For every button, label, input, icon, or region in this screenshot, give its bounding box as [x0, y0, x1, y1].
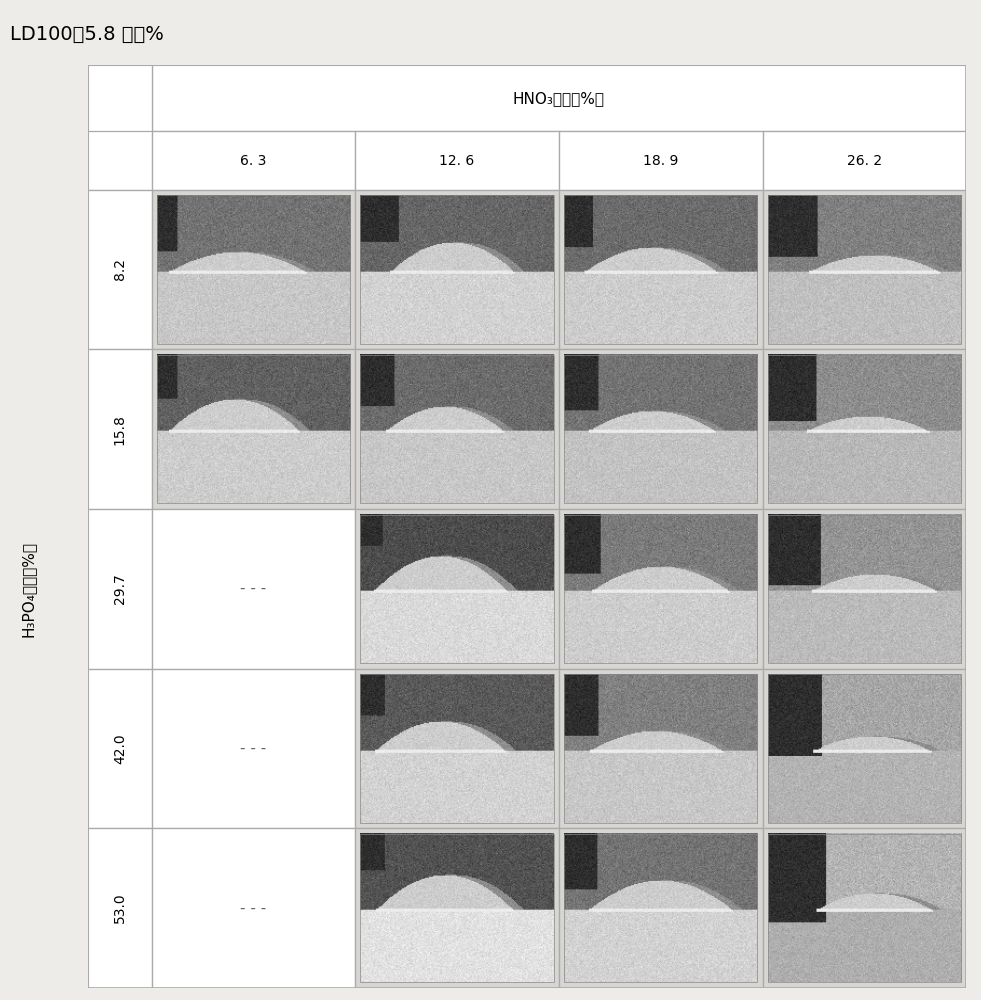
Bar — [768, 355, 961, 503]
Bar — [355, 828, 559, 988]
Bar — [559, 190, 762, 349]
Bar — [559, 828, 762, 988]
Bar — [768, 195, 961, 344]
Bar — [768, 674, 961, 823]
Bar — [88, 190, 151, 349]
Bar — [355, 669, 559, 828]
Text: 42.0: 42.0 — [113, 733, 127, 764]
Text: 15.8: 15.8 — [113, 414, 127, 445]
Bar — [762, 349, 966, 509]
Bar — [157, 355, 350, 503]
Text: LD100：5.8 重量%: LD100：5.8 重量% — [10, 25, 164, 44]
Bar — [564, 515, 757, 663]
Bar — [564, 355, 757, 503]
Text: 6. 3: 6. 3 — [240, 154, 267, 168]
Bar — [559, 349, 762, 509]
Bar — [564, 834, 757, 982]
Bar — [355, 131, 559, 190]
Text: HNO₃（重量%）: HNO₃（重量%） — [513, 91, 605, 106]
Text: 12. 6: 12. 6 — [439, 154, 475, 168]
Bar — [768, 515, 961, 663]
Text: H₃PO₄（重量%）: H₃PO₄（重量%） — [21, 541, 35, 637]
Bar — [559, 509, 762, 669]
Bar — [88, 669, 151, 828]
Bar — [151, 349, 355, 509]
Bar — [355, 509, 559, 669]
Text: 53.0: 53.0 — [113, 893, 127, 923]
Text: 8.2: 8.2 — [113, 258, 127, 280]
Bar — [564, 674, 757, 823]
Bar — [762, 190, 966, 349]
Bar — [360, 355, 553, 503]
Bar — [151, 669, 355, 828]
Bar — [360, 195, 553, 344]
Bar — [762, 131, 966, 190]
Bar — [151, 509, 355, 669]
Text: - - -: - - - — [240, 741, 267, 756]
Bar — [360, 834, 553, 982]
Bar — [151, 828, 355, 988]
Text: 18. 9: 18. 9 — [644, 154, 679, 168]
Text: 26. 2: 26. 2 — [847, 154, 882, 168]
Bar — [88, 65, 151, 190]
Bar — [559, 669, 762, 828]
Bar — [151, 190, 355, 349]
Bar — [559, 131, 762, 190]
Text: 29.7: 29.7 — [113, 573, 127, 604]
Text: - - -: - - - — [240, 581, 267, 596]
Bar — [768, 834, 961, 982]
Bar — [762, 669, 966, 828]
Bar — [355, 349, 559, 509]
Bar — [360, 515, 553, 663]
Bar — [88, 509, 151, 669]
Bar — [88, 349, 151, 509]
Bar — [360, 674, 553, 823]
Bar — [564, 195, 757, 344]
Bar — [762, 509, 966, 669]
Bar — [355, 190, 559, 349]
Bar — [151, 65, 966, 131]
Bar — [762, 828, 966, 988]
Text: - - -: - - - — [240, 901, 267, 916]
Bar — [88, 828, 151, 988]
Bar — [151, 131, 355, 190]
Bar — [157, 195, 350, 344]
